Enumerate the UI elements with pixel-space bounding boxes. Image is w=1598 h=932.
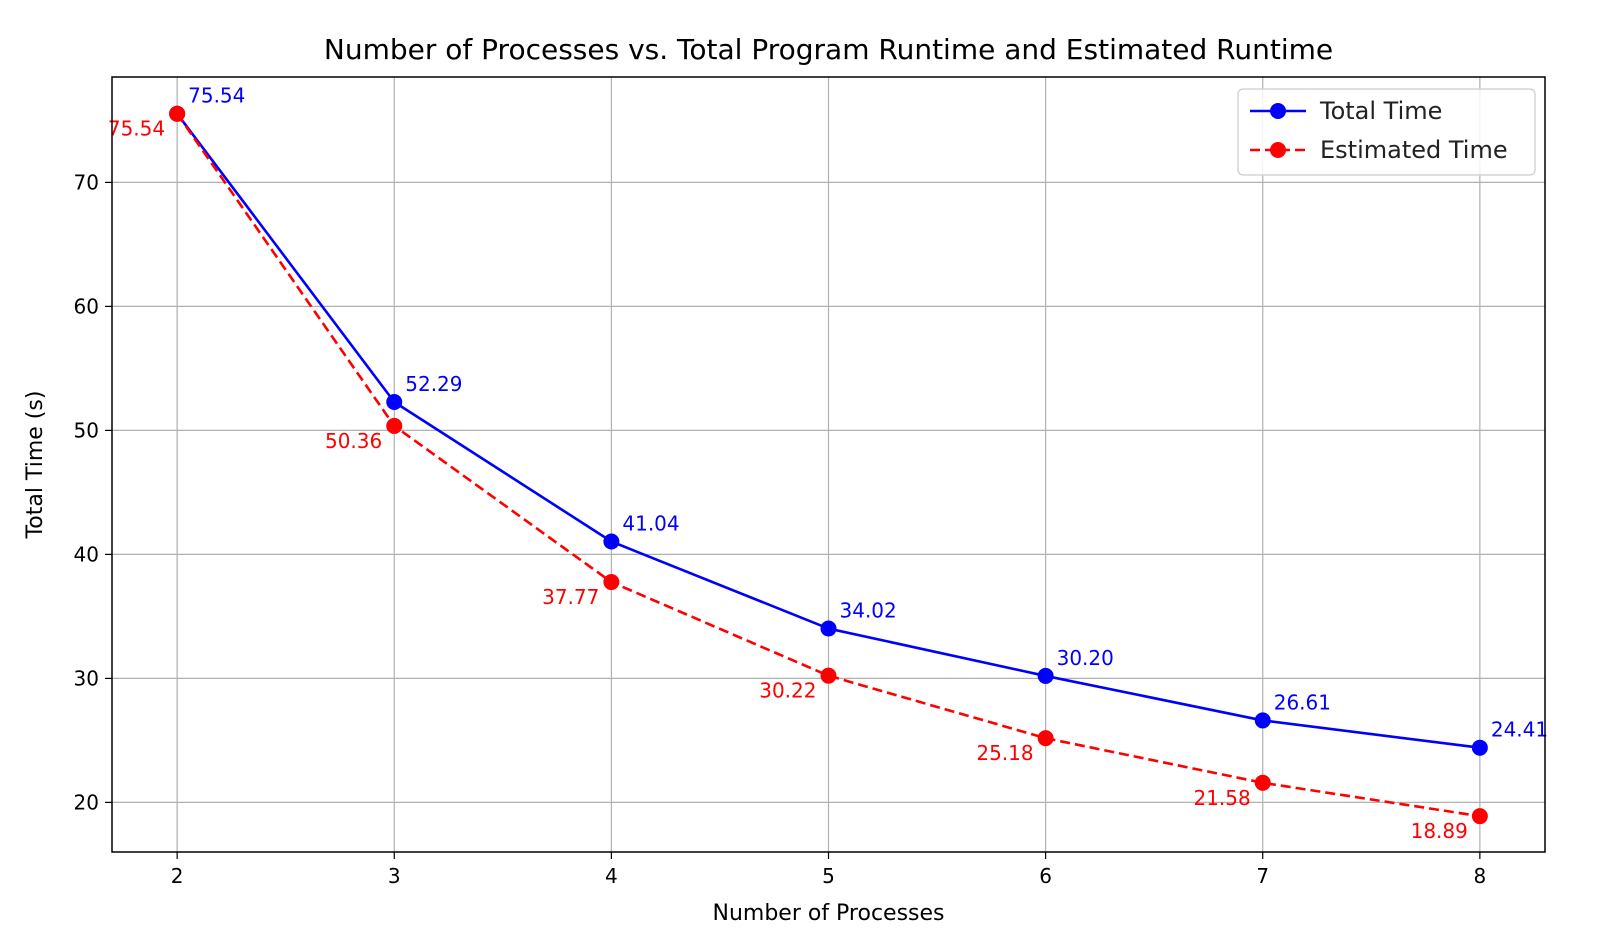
estimated-time-data-label: 75.54 — [108, 117, 165, 141]
estimated-time-point — [1254, 774, 1271, 791]
legend: Total Time Estimated Time — [1237, 88, 1536, 176]
tick-layer: 2 3 4 5 6 7 8 20 30 40 50 60 70 — [74, 170, 1487, 888]
y-tick-label: 40 — [74, 542, 99, 566]
estimated-time-point — [1037, 730, 1054, 747]
estimated-time-data-label: 37.77 — [542, 585, 599, 609]
legend-estimated-time-label: Estimated Time — [1320, 136, 1508, 164]
total-time-data-label: 52.29 — [405, 372, 462, 396]
total-time-point — [603, 533, 620, 550]
total-time-data-label: 26.61 — [1274, 690, 1331, 714]
x-tick-label: 3 — [388, 864, 401, 888]
series-layer — [169, 105, 1488, 825]
y-tick-label: 30 — [74, 666, 99, 690]
chart-title: Number of Processes vs. Total Program Ru… — [324, 33, 1333, 66]
estimated-time-data-label: 25.18 — [976, 741, 1033, 765]
x-tick-label: 7 — [1256, 864, 1269, 888]
x-axis-label: Number of Processes — [712, 901, 944, 926]
legend-frame — [1237, 88, 1536, 176]
total-time-point — [820, 620, 837, 637]
estimated-time-point — [169, 105, 186, 122]
estimated-time-data-label: 21.58 — [1193, 786, 1250, 810]
total-time-data-label: 75.54 — [188, 84, 245, 108]
x-tick-label: 5 — [822, 864, 835, 888]
total-time-point — [1254, 712, 1271, 729]
estimated-time-point — [820, 667, 837, 684]
total-time-point — [1037, 667, 1054, 684]
legend-total-time-swatch-marker — [1270, 103, 1286, 119]
data-label-layer: 75.54 52.29 41.04 34.02 30.20 26.61 24.41 75.54… — [108, 84, 1548, 843]
total-time-point — [1471, 739, 1488, 756]
legend-total-time-label: Total Time — [1319, 97, 1442, 125]
y-tick-label: 70 — [74, 170, 99, 194]
x-tick-label: 8 — [1473, 864, 1486, 888]
y-tick-label: 60 — [74, 294, 99, 318]
estimated-time-data-label: 30.22 — [759, 679, 816, 703]
total-time-data-label: 30.20 — [1057, 646, 1114, 670]
estimated-time-data-label: 18.89 — [1411, 819, 1468, 843]
total-time-data-label: 24.41 — [1491, 718, 1548, 742]
grid-layer — [112, 77, 1545, 852]
legend-estimated-time-swatch-marker — [1270, 142, 1286, 158]
estimated-time-point — [603, 574, 620, 591]
x-tick-label: 6 — [1039, 864, 1052, 888]
estimated-time-point — [1471, 808, 1488, 825]
estimated-time-data-label: 50.36 — [325, 429, 382, 453]
y-tick-label: 50 — [74, 418, 99, 442]
total-time-data-label: 41.04 — [622, 512, 679, 536]
total-time-point — [386, 394, 403, 411]
total-time-data-label: 34.02 — [840, 599, 897, 623]
y-tick-label: 20 — [74, 790, 99, 814]
x-tick-label: 2 — [171, 864, 184, 888]
x-tick-label: 4 — [605, 864, 618, 888]
y-axis-label: Total Time (s) — [23, 391, 48, 540]
estimated-time-point — [386, 417, 403, 434]
